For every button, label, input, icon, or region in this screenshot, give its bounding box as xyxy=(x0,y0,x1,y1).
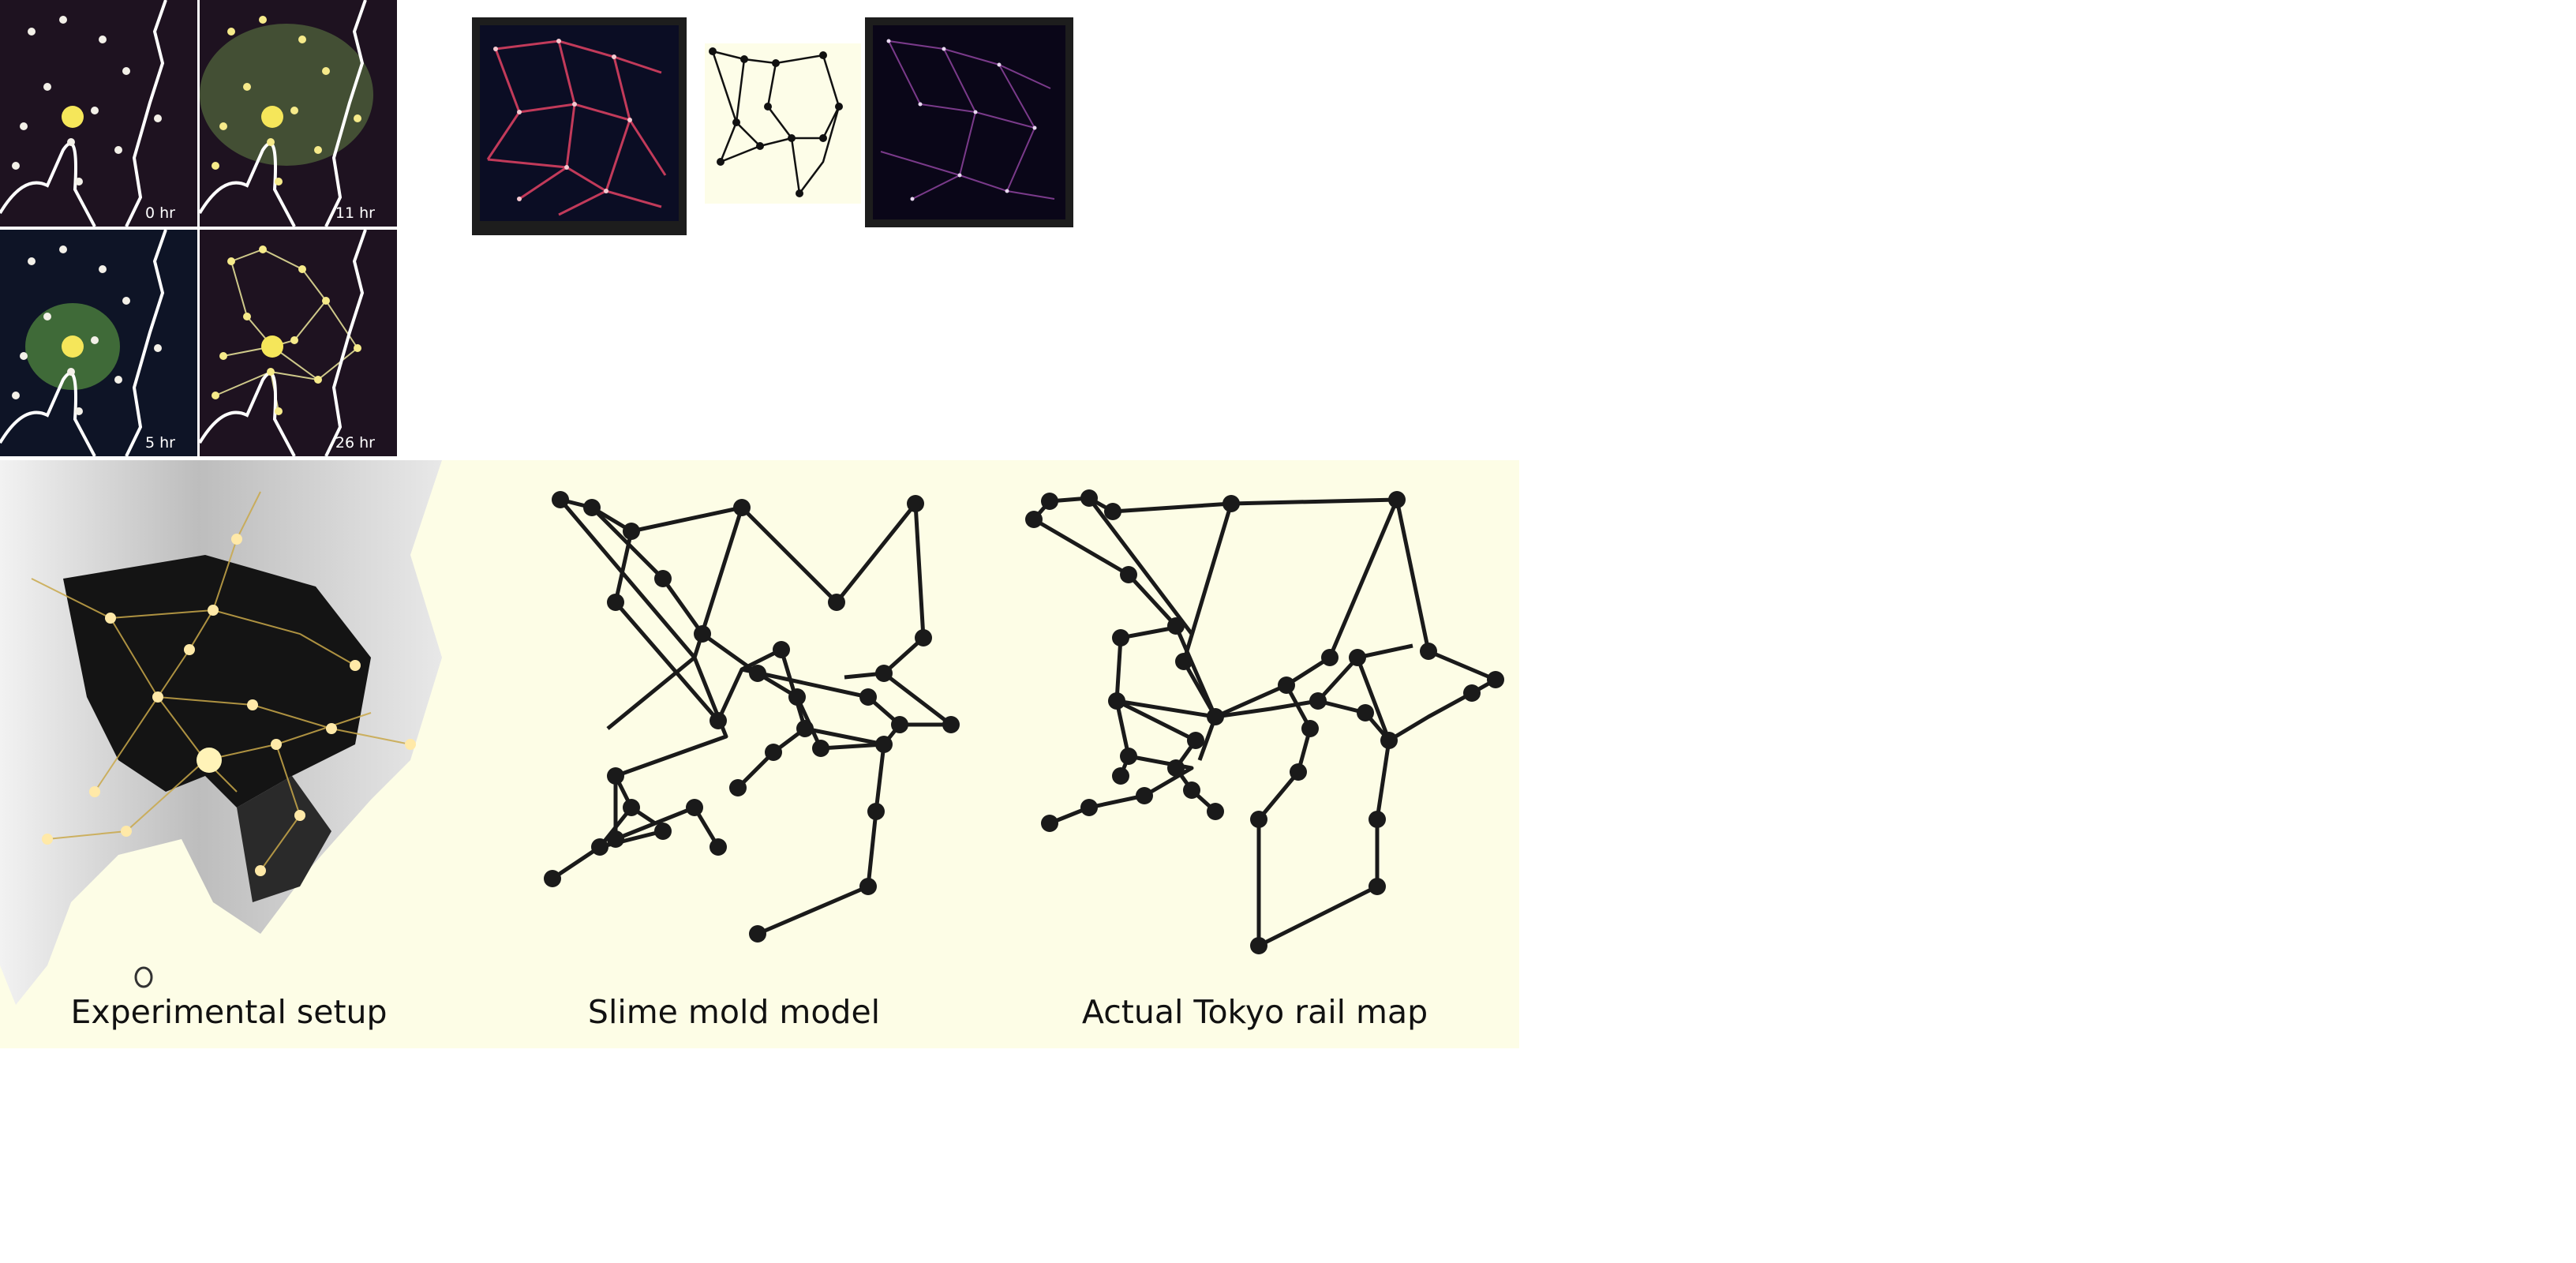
experimental-setup-image xyxy=(0,460,442,1005)
timelapse-frame-5hr: 5 hr xyxy=(0,230,197,456)
timelapse-frame-11hr: 11 hr xyxy=(200,0,397,227)
simulation-network-purple-image xyxy=(873,25,1065,219)
graph-network-image xyxy=(709,47,843,197)
timelapse-label-0hr: 0 hr xyxy=(145,204,175,222)
slime-mold-model-graph xyxy=(544,491,960,943)
simulation-network-purple-panel xyxy=(865,17,1073,227)
graph-network-panel xyxy=(705,43,861,204)
plate-26hr-image xyxy=(200,230,367,456)
comparison-strip xyxy=(0,460,1519,1048)
plate-11hr-image xyxy=(200,0,373,227)
caption-tokyo-rail-map: Actual Tokyo rail map xyxy=(1081,993,1428,1031)
timelapse-label-26hr: 26 hr xyxy=(335,434,375,452)
caption-experimental-setup: Experimental setup xyxy=(70,993,388,1031)
plate-5hr-image xyxy=(0,230,167,456)
simulation-network-red-panel xyxy=(472,17,687,235)
caption-slime-mold-model: Slime mold model xyxy=(587,993,881,1031)
plate-0hr-image xyxy=(0,0,167,227)
simulation-network-red-image xyxy=(480,25,679,221)
timelapse-label-5hr: 5 hr xyxy=(145,434,175,452)
tokyo-rail-map-graph xyxy=(1025,489,1504,954)
timelapse-frame-26hr: 26 hr xyxy=(200,230,397,456)
timelapse-label-11hr: 11 hr xyxy=(335,204,375,222)
timelapse-frame-0hr: 0 hr xyxy=(0,0,197,227)
